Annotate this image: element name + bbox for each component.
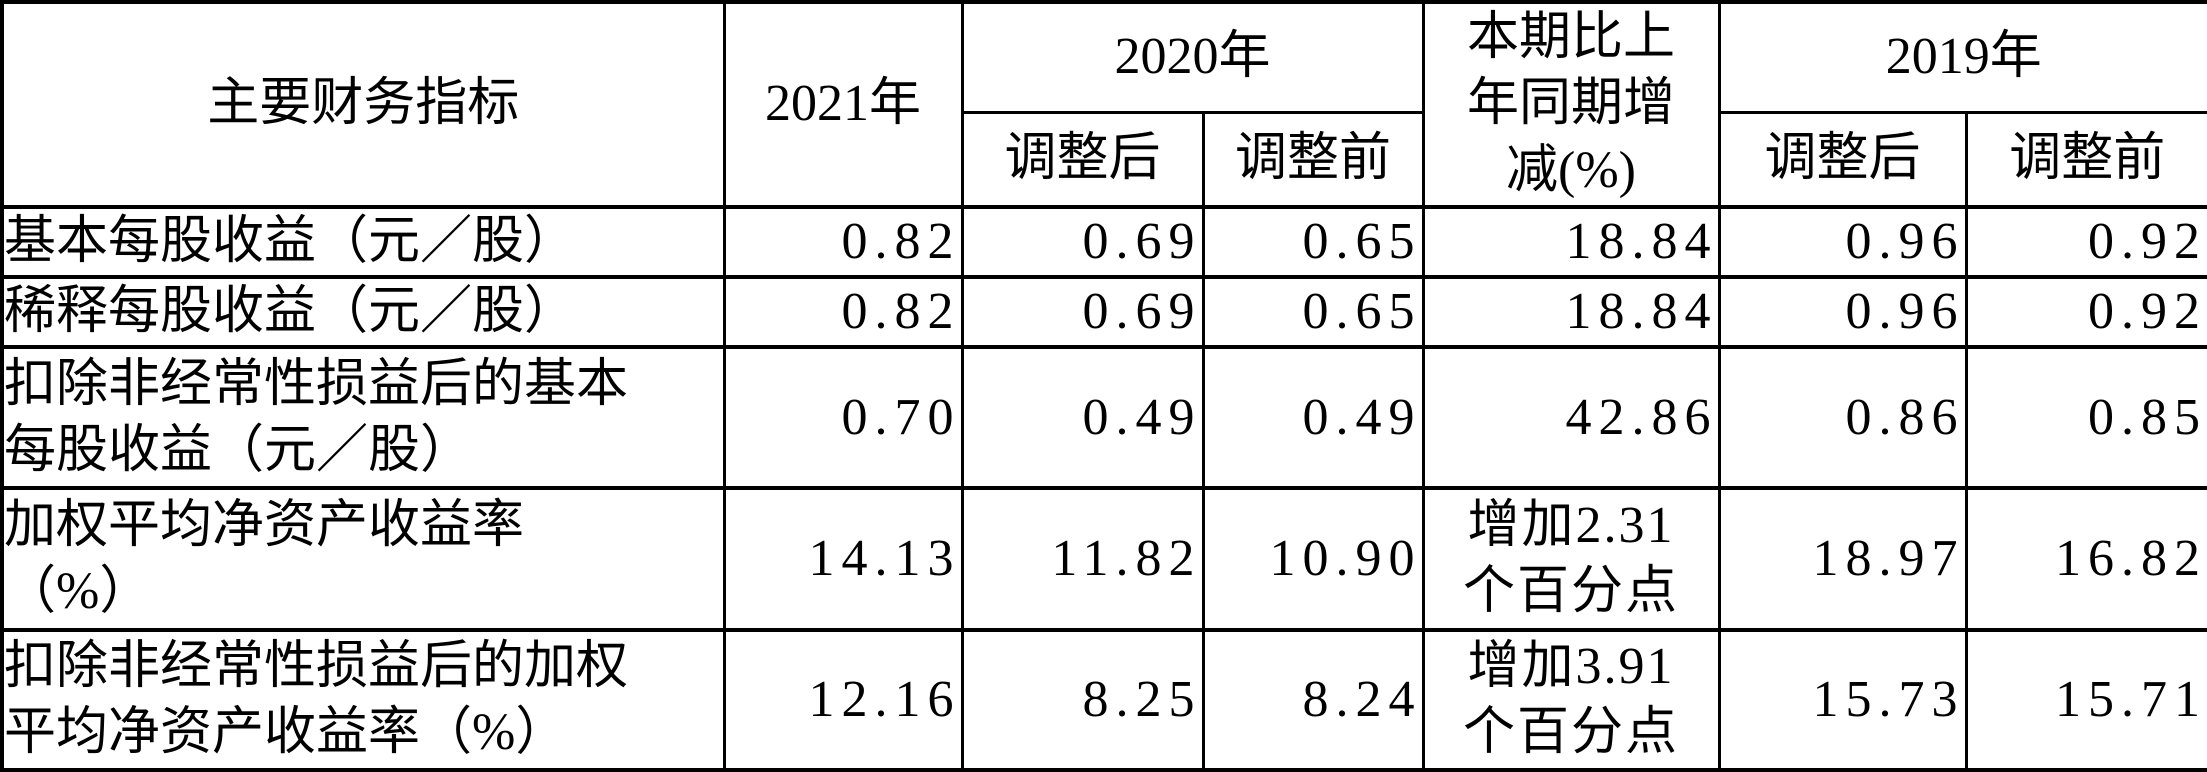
subheader-2019-adjusted: 调整后: [1717, 110, 1968, 209]
subheader-2020-adjusted: 调整后: [960, 110, 1205, 209]
value-2019-original: 0.92: [1964, 275, 2207, 350]
value-2020-adjusted: 8.25: [960, 628, 1205, 772]
header-2021: 2021年: [722, 0, 964, 209]
value-change: 增加2.31 个百分点: [1421, 486, 1721, 633]
value-2020-adjusted: 0.69: [960, 275, 1205, 350]
table-row: 扣除非经常性损益后的加权 平均净资产收益率（%） 12.16 8.25 8.24…: [0, 628, 2207, 772]
value-2021: 0.70: [722, 345, 964, 491]
table-row: 扣除非经常性损益后的基本 每股收益（元／股） 0.70 0.49 0.49 42…: [0, 345, 2207, 491]
value-2020-original: 8.24: [1201, 628, 1425, 772]
header-row-sub: 调整后 调整前 调整后 调整前: [2, 110, 2207, 209]
value-2019-original: 15.71: [1964, 628, 2207, 772]
value-2019-adjusted: 0.86: [1717, 345, 1968, 491]
value-2019-adjusted: 0.96: [1717, 204, 1968, 280]
value-2021: 0.82: [722, 275, 964, 350]
value-2020-adjusted: 0.69: [960, 204, 1205, 280]
table-row: 稀释每股收益（元／股） 0.82 0.69 0.65 18.84 0.96 0.…: [0, 275, 2207, 350]
value-2019-original: 0.92: [1964, 204, 2207, 280]
value-2021: 14.13: [722, 486, 964, 633]
table-row: 基本每股收益（元／股） 0.82 0.69 0.65 18.84 0.96 0.…: [0, 204, 2207, 280]
header-2019: 2019年: [1717, 0, 2207, 114]
header-change: 本期比上 年同期增 减(%): [1421, 0, 1721, 209]
value-change: 18.84: [1421, 204, 1721, 280]
table-row: 加权平均净资产收益率 （%） 14.13 11.82 10.90 增加2.31 …: [0, 486, 2207, 633]
header-2020: 2020年: [960, 0, 1425, 114]
row-label: 扣除非经常性损益后的加权 平均净资产收益率（%）: [0, 628, 726, 772]
value-2021: 0.82: [722, 204, 964, 280]
row-label: 加权平均净资产收益率 （%）: [0, 486, 726, 633]
value-2021: 12.16: [722, 628, 964, 772]
value-2019-adjusted: 15.73: [1717, 628, 1968, 772]
subheader-2020-original: 调整前: [1201, 110, 1425, 209]
row-label: 稀释每股收益（元／股）: [0, 275, 726, 350]
row-label: 基本每股收益（元／股）: [0, 204, 726, 280]
value-2019-adjusted: 18.97: [1717, 486, 1968, 633]
value-change: 42.86: [1421, 345, 1721, 491]
value-2020-adjusted: 11.82: [960, 486, 1205, 633]
subheader-2019-original: 调整前: [1964, 110, 2207, 209]
value-2019-adjusted: 0.96: [1717, 275, 1968, 350]
row-label: 扣除非经常性损益后的基本 每股收益（元／股）: [0, 345, 726, 491]
header-indicator: 主要财务指标: [0, 0, 726, 209]
value-2020-original: 0.49: [1201, 345, 1425, 491]
value-2019-original: 0.85: [1964, 345, 2207, 491]
value-2020-adjusted: 0.49: [960, 345, 1205, 491]
value-2020-original: 0.65: [1201, 275, 1425, 350]
value-2020-original: 0.65: [1201, 204, 1425, 280]
value-change: 18.84: [1421, 275, 1721, 350]
value-2019-original: 16.82: [1964, 486, 2207, 633]
value-change: 增加3.91 个百分点: [1421, 628, 1721, 772]
value-2020-original: 10.90: [1201, 486, 1425, 633]
header-row-main: 主要财务指标 2021年 2020年 本期比上 年同期增 减(%) 2019年: [0, 0, 2207, 209]
